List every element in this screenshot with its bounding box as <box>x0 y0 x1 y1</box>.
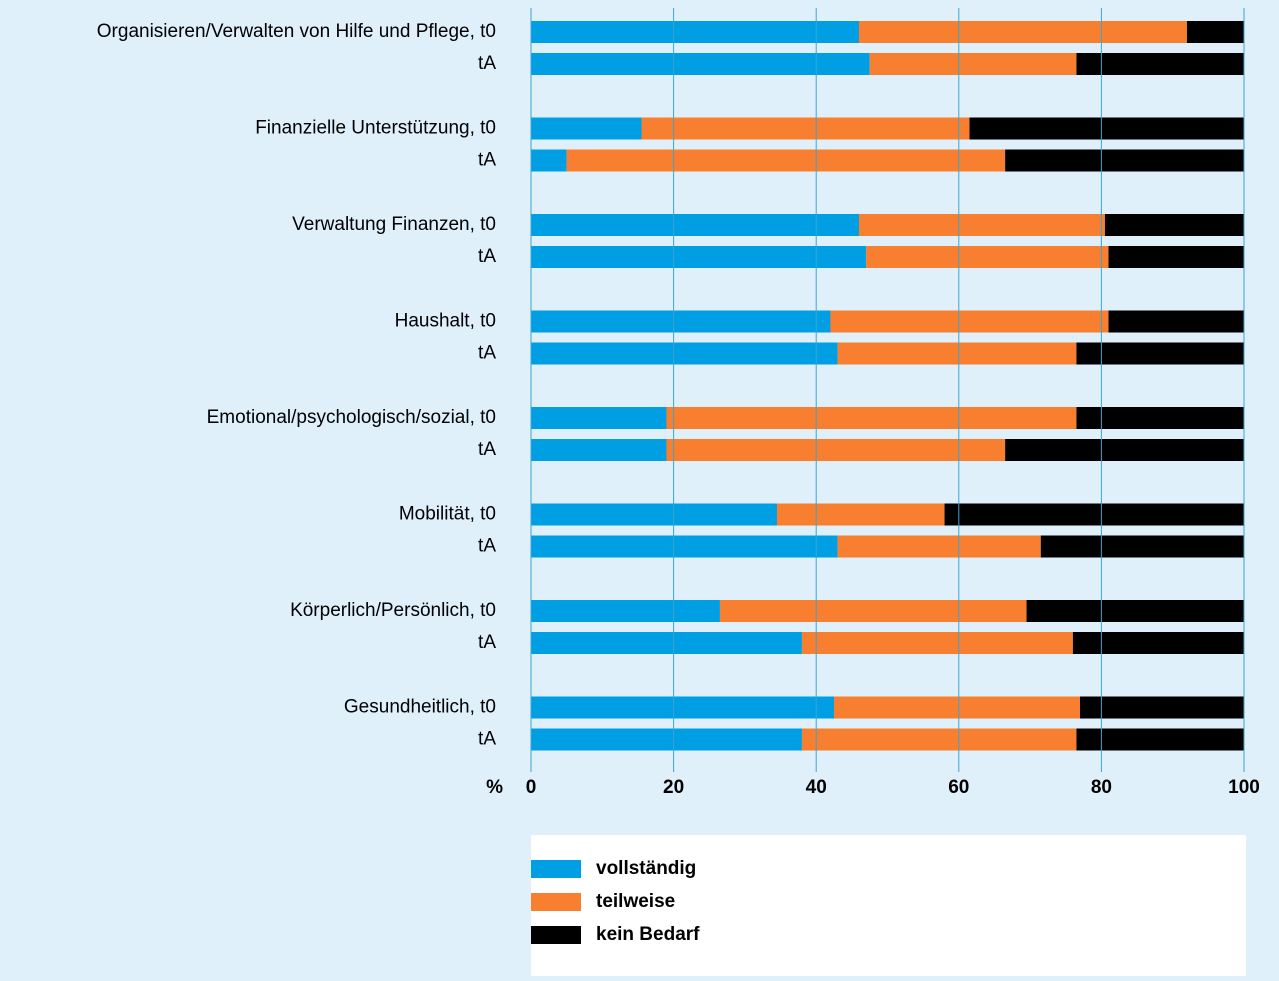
x-tick-label: 20 <box>663 777 684 798</box>
legend-label: teilweise <box>596 891 675 912</box>
legend-label: vollständig <box>596 858 696 879</box>
y-tick-label: Körperlich/Persönlich, t0 <box>290 600 496 621</box>
bar-segment <box>1072 632 1244 654</box>
bar-segment <box>666 439 1006 461</box>
legend-swatch <box>531 893 581 911</box>
bar-segment <box>531 310 831 333</box>
y-tick-label: Gesundheitlich, t0 <box>344 697 496 718</box>
x-axis-label: % <box>486 777 503 798</box>
bar-segment <box>641 117 970 140</box>
bar-segment <box>666 407 1077 429</box>
bar-segment <box>531 214 859 236</box>
bar-segment <box>566 149 1006 172</box>
bar-segment <box>531 535 838 558</box>
bar-segment <box>837 535 1041 558</box>
bar-segment <box>830 310 1109 333</box>
bar-segment <box>801 632 1073 654</box>
bar-segment <box>1040 535 1244 558</box>
bar-segment <box>858 21 1187 43</box>
y-tick-label: tA <box>478 729 496 750</box>
bar-segment <box>944 503 1244 526</box>
bar-segment <box>1076 728 1244 751</box>
bar-segment <box>1005 149 1244 172</box>
bar-segment <box>531 439 667 461</box>
bar-segment <box>1080 696 1244 719</box>
bar-segment <box>858 214 1105 236</box>
bar-segment <box>531 246 867 268</box>
bar-segment <box>776 503 945 526</box>
bar-segment <box>1026 600 1244 622</box>
bar-segment <box>834 696 1081 719</box>
bar-segment <box>531 503 777 526</box>
bar-segment <box>801 728 1077 751</box>
bar-segment <box>531 342 838 365</box>
bar-segment <box>719 600 1027 622</box>
legend-swatch <box>531 926 581 944</box>
x-tick-label: 40 <box>806 777 827 798</box>
y-tick-label: tA <box>478 632 496 653</box>
x-tick-label: 0 <box>526 777 537 798</box>
y-tick-label: tA <box>478 439 496 460</box>
bar-segment <box>531 600 720 622</box>
bar-segment <box>1186 21 1244 43</box>
bar-segment <box>531 632 802 654</box>
y-tick-label: tA <box>478 53 496 74</box>
bar-segment <box>531 728 802 751</box>
bar-segment <box>1104 214 1244 236</box>
y-tick-label: Haushalt, t0 <box>395 311 496 332</box>
x-tick-label: 60 <box>948 777 969 798</box>
bar-segment <box>1076 53 1244 75</box>
y-tick-label: tA <box>478 536 496 557</box>
bar-segment <box>531 407 667 429</box>
legend-swatch <box>531 860 581 878</box>
legend-label: kein Bedarf <box>596 924 700 945</box>
bar-segment <box>1108 310 1244 333</box>
bar-segment <box>969 117 1244 140</box>
bar-segment <box>531 696 835 719</box>
y-tick-label: Emotional/psychologisch/sozial, t0 <box>207 407 496 428</box>
y-tick-label: Mobilität, t0 <box>399 504 496 525</box>
bar-segment <box>531 53 870 75</box>
bar-segment <box>531 117 642 140</box>
y-tick-label: tA <box>478 150 496 171</box>
y-tick-label: Verwaltung Finanzen, t0 <box>292 214 496 235</box>
bar-segment <box>866 246 1109 268</box>
y-tick-label: Organisieren/Verwalten von Hilfe und Pfl… <box>97 21 496 42</box>
bar-segment <box>1005 439 1244 461</box>
bar-segment <box>1108 246 1244 268</box>
bar-segment <box>837 342 1077 365</box>
y-tick-label: tA <box>478 343 496 364</box>
y-tick-label: Finanzielle Unterstützung, t0 <box>255 118 496 139</box>
bar-segment <box>531 149 567 172</box>
x-tick-label: 80 <box>1091 777 1112 798</box>
bar-segment <box>1076 342 1244 365</box>
legend-box <box>531 835 1246 976</box>
y-tick-label: tA <box>478 246 496 267</box>
bar-segment <box>869 53 1077 75</box>
bar-segment <box>531 21 859 43</box>
x-tick-label: 100 <box>1228 777 1260 798</box>
bar-segment <box>1076 407 1244 429</box>
